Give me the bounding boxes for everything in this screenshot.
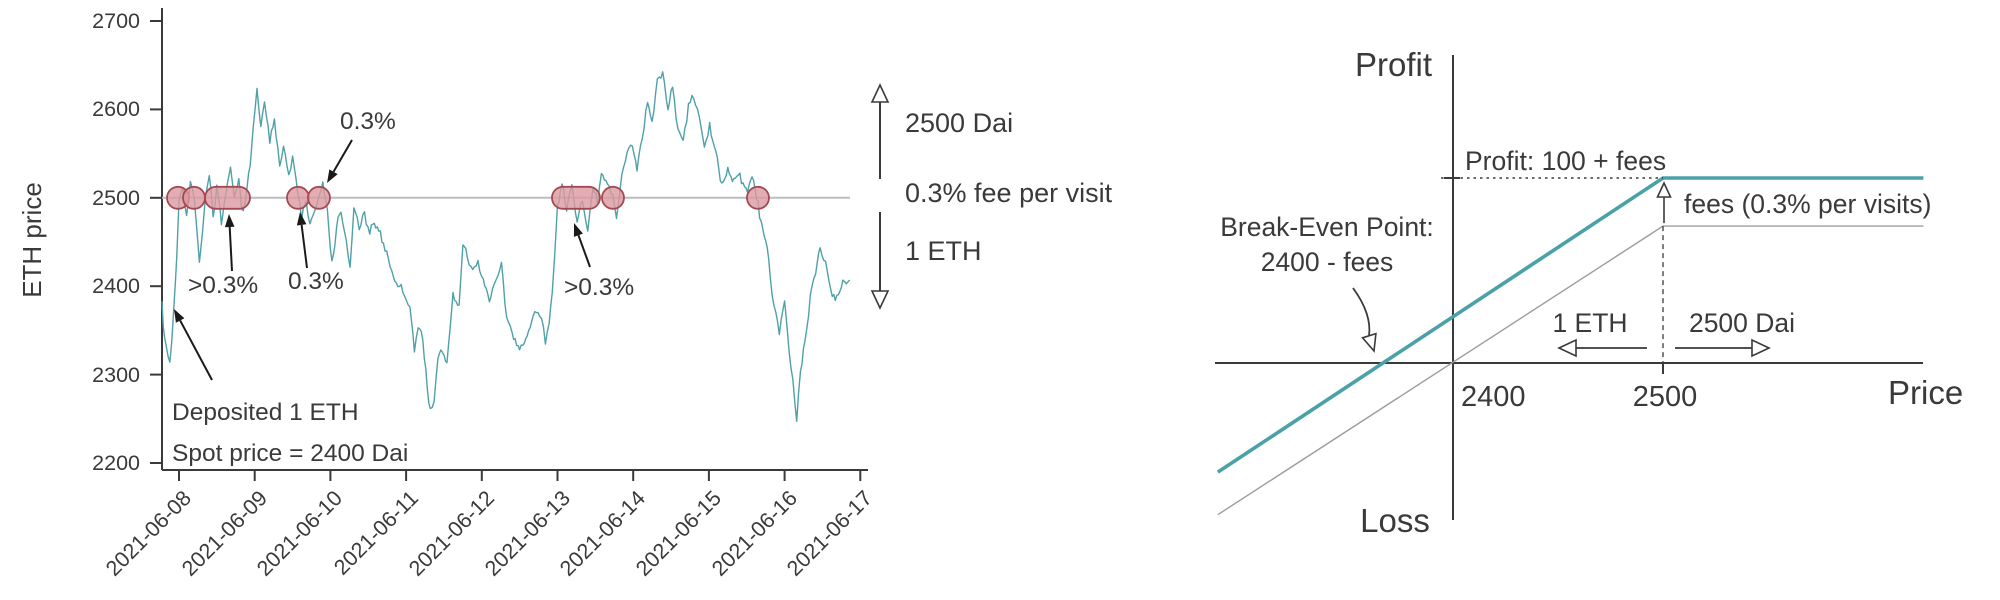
visit-dot-marker [307,185,331,210]
fee-annotation-gt1: >0.3% [188,272,259,299]
eth-price-series [161,71,851,422]
left-y-tick-label: 2700 [92,9,140,33]
visit-pill-marker [551,185,601,210]
annotation-arrow [300,224,308,269]
annotation-arrow [577,234,591,268]
arrowhead [327,169,338,183]
fees-annotation: fees (0.3% per visits) [1684,189,1932,219]
right-tick-2500: 2500 [1632,381,1698,413]
annotation-arrow [228,226,233,272]
dai-annotation: 2500 Dai [1688,308,1796,338]
fee-annotation-top: 0.3% [340,108,396,135]
open-arrowhead [870,83,890,103]
visit-dot-marker [182,185,206,210]
open-arrowhead [1557,338,1577,358]
arrowhead [573,223,583,237]
profit-level-annotation: Profit: 100 + fees [1465,146,1667,176]
deposit-annotation-line1: Deposited 1 ETH [172,399,359,426]
right-tick-2400: 2400 [1461,381,1526,413]
breakeven-arrow-line [1352,287,1371,337]
open-arrowhead [1656,181,1672,198]
left-y-axis-title: ETH price [17,182,47,298]
arrowhead [224,214,235,228]
loss-axis-label: Loss [1360,502,1430,539]
annotation-arrow [179,319,213,381]
side-label-2500-dai: 2500 Dai [905,108,1014,138]
profit-axis-label: Profit [1354,46,1432,83]
left-y-tick-label: 2200 [92,451,140,475]
arrowhead [296,212,307,226]
arrowhead [174,309,185,323]
left-y-tick-label: 2400 [92,274,140,299]
left-y-tick-label: 2300 [92,362,140,387]
open-arrowhead [1361,332,1377,353]
visit-pill-marker [204,185,251,210]
one-eth-annotation: 1 ETH [1552,308,1628,338]
annotation-arrow [332,139,353,173]
price-axis-label: Price [1888,374,1964,411]
visit-dot-marker [601,185,625,210]
breakeven-annotation-line1: Break-Even Point: [1220,212,1434,242]
deposit-annotation-line2: Spot price = 2400 Dai [172,440,409,468]
visit-dot-marker [746,185,770,210]
left-y-tick-label: 2500 [92,185,140,210]
left-y-tick-label: 2600 [92,97,140,122]
side-label-fee-per-visit: 0.3% fee per visit [905,178,1113,208]
breakeven-annotation: Break-Even Point: 2400 - fees [1215,210,1439,280]
side-label-1-eth: 1 ETH [905,236,982,266]
open-arrowhead [1751,338,1771,358]
fee-annotation-gt2: >0.3% [564,274,635,301]
visit-dot-marker [286,185,310,210]
open-arrowhead [870,290,890,310]
breakeven-annotation-line2: 2400 - fees [1260,246,1394,277]
deposit-annotation: Deposited 1 ETH Spot price = 2400 Dai [172,392,408,474]
fee-annotation-mid: 0.3% [288,268,344,295]
